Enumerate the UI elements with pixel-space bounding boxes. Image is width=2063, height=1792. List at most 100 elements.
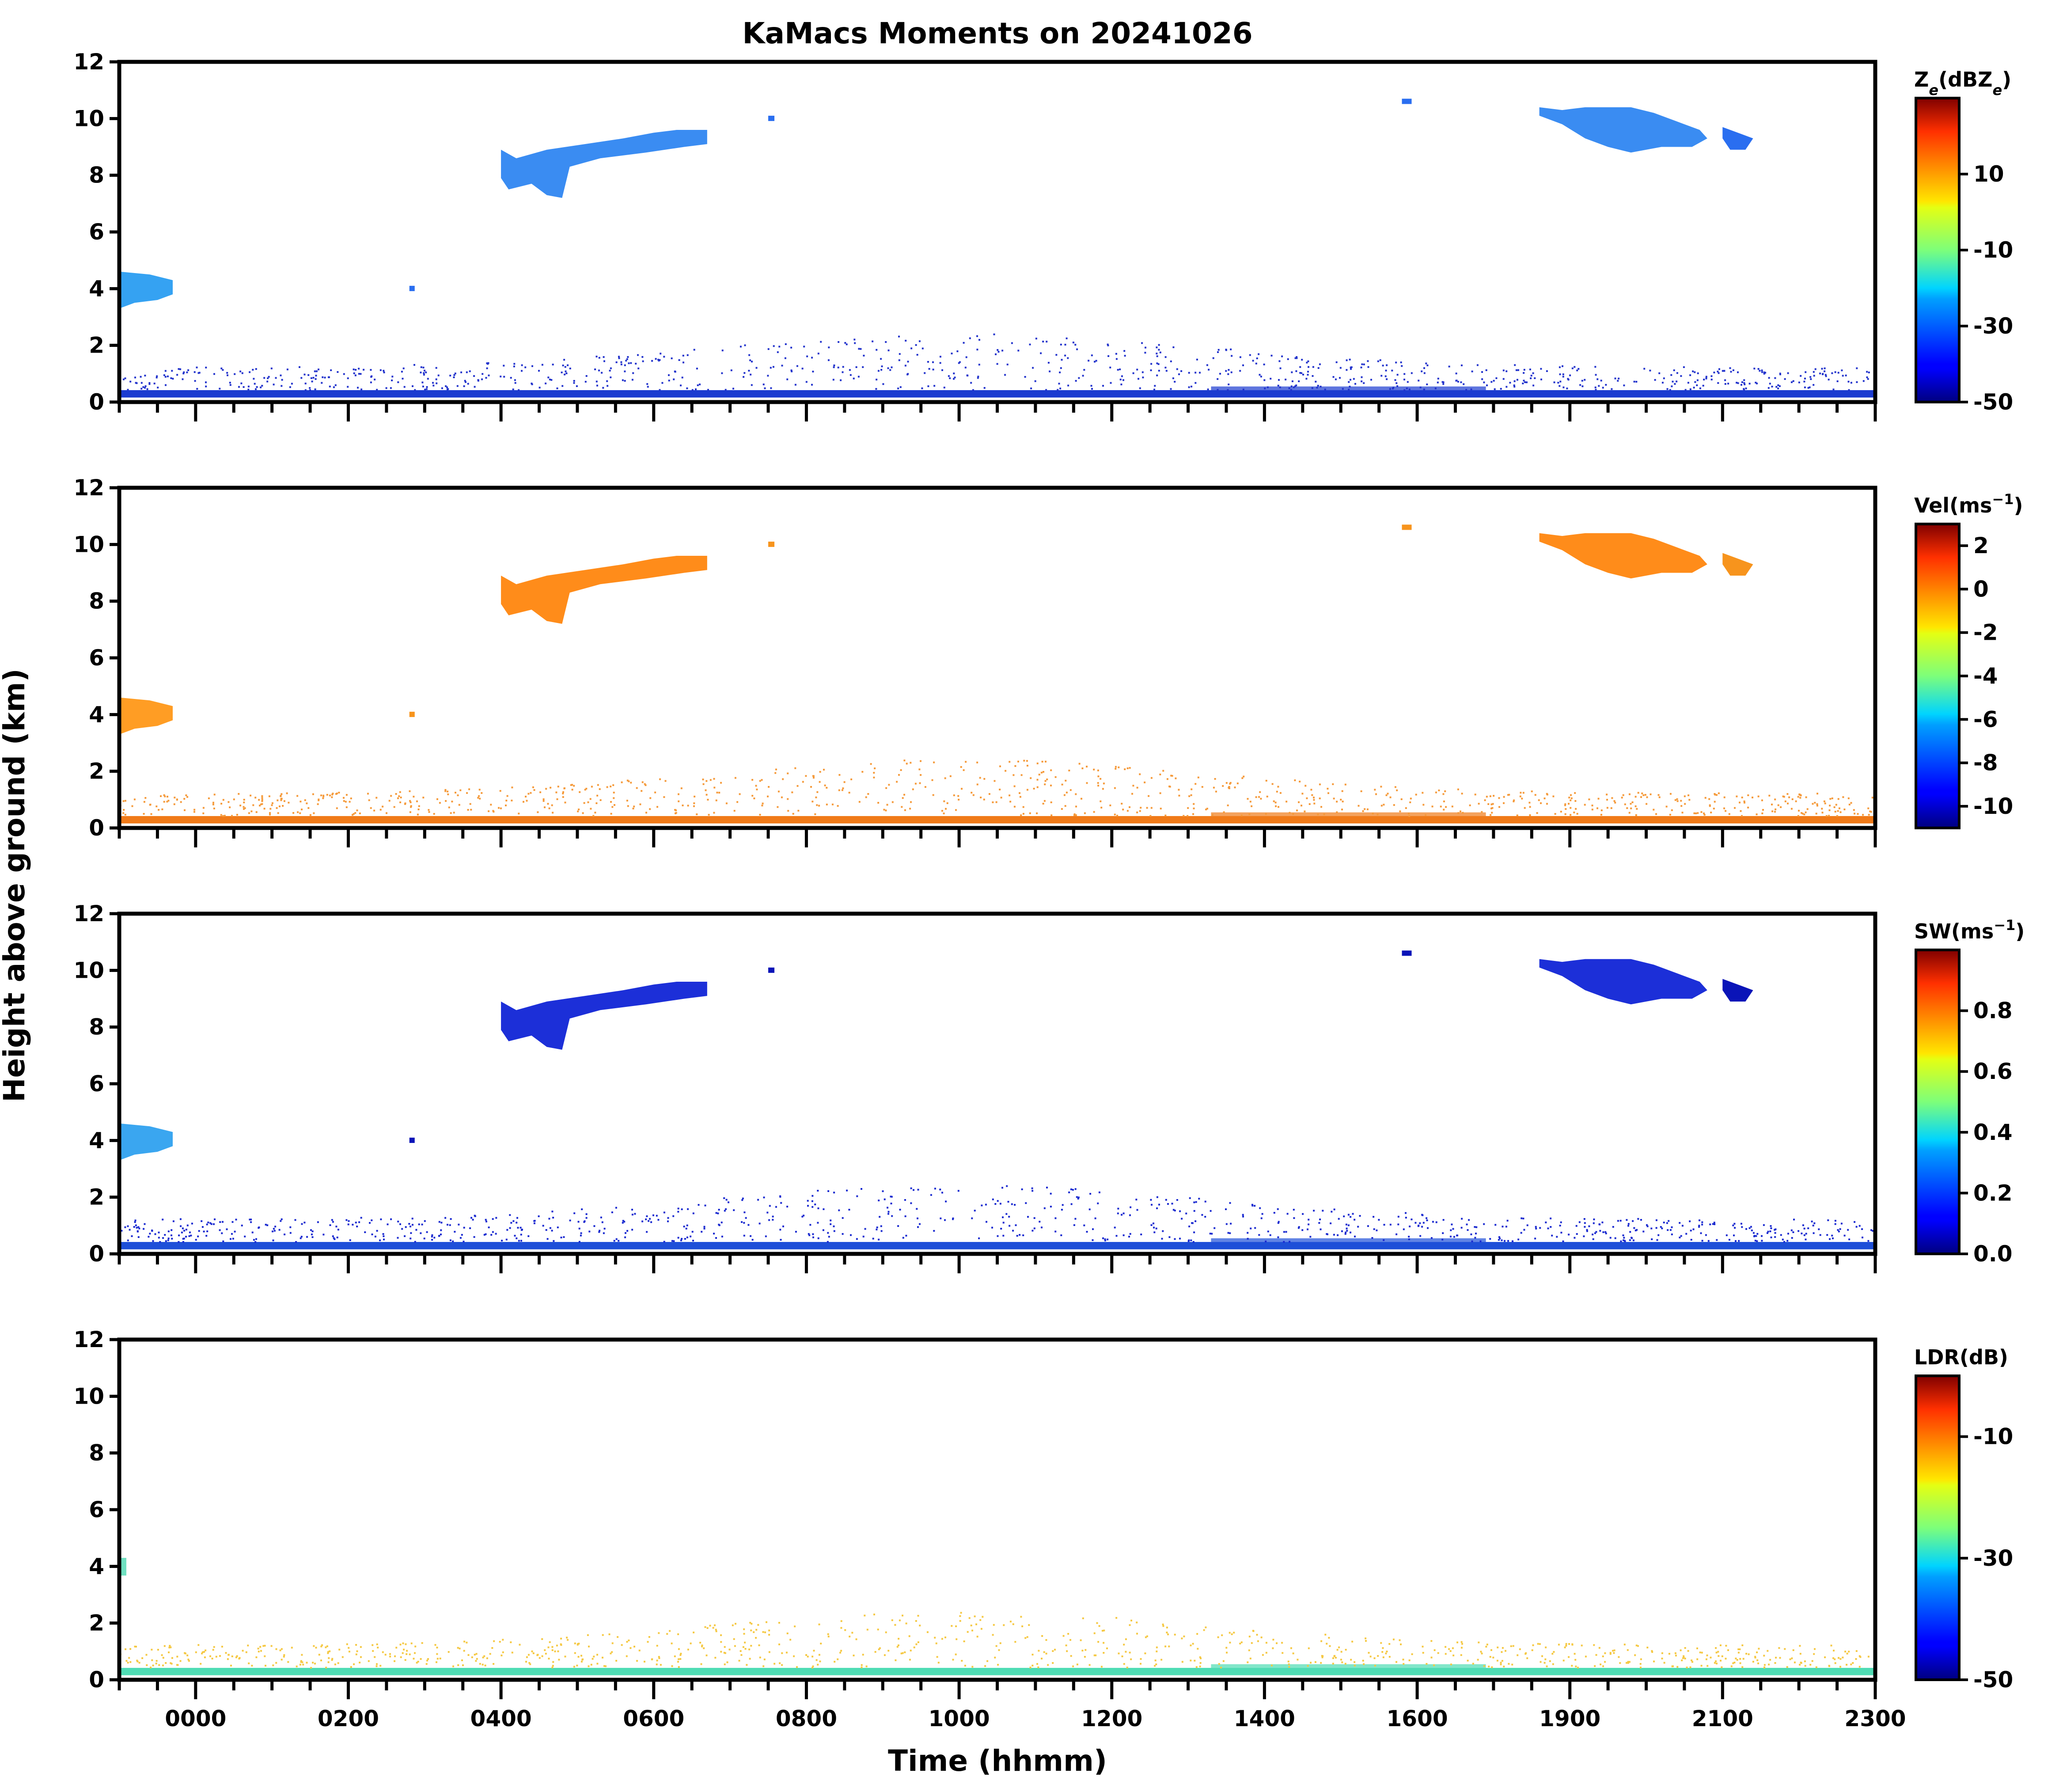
clutter-dot (1617, 1220, 1619, 1222)
clutter-dot (1584, 1226, 1586, 1228)
clutter-dot (1500, 1662, 1502, 1664)
clutter-dot (487, 363, 489, 365)
clutter-dot (1706, 1654, 1708, 1656)
clutter-dot (1005, 1213, 1008, 1215)
clutter-dot (282, 805, 284, 807)
clutter-dot (503, 364, 505, 367)
clutter-dot (414, 1241, 416, 1243)
clutter-dot (1529, 806, 1531, 808)
clutter-dot (1302, 373, 1304, 376)
clutter-dot (591, 786, 593, 788)
clutter-dot (1313, 1210, 1315, 1212)
clutter-dot (904, 809, 906, 811)
clutter-dot (1605, 384, 1607, 386)
clutter-dot (1623, 1644, 1626, 1646)
clutter-dot (1592, 1234, 1594, 1236)
clutter-dot (243, 386, 245, 388)
clutter-dot (1534, 377, 1536, 379)
clutter-dot (903, 759, 906, 762)
clutter-dot (545, 1652, 547, 1655)
clutter-dot (960, 1612, 962, 1614)
clutter-dot (1308, 1223, 1310, 1226)
clutter-dot (999, 789, 1001, 790)
clutter-dot (196, 388, 198, 390)
clutter-dot (904, 1651, 906, 1653)
clutter-dot (1595, 1231, 1597, 1233)
clutter-dot (453, 374, 455, 376)
clutter-dot (1828, 809, 1831, 811)
clutter-dot (477, 379, 479, 381)
clutter-dot (1680, 1235, 1682, 1237)
clutter-dot (474, 1215, 476, 1217)
clutter-dot (1217, 389, 1219, 391)
clutter-dot (263, 808, 265, 810)
clutter-dot (917, 1615, 919, 1617)
clutter-dot (1500, 388, 1502, 390)
clutter-dot (176, 1655, 178, 1658)
clutter-dot (1774, 798, 1776, 801)
clutter-dot (1651, 1650, 1653, 1652)
clutter-dot (1774, 377, 1776, 379)
clutter-dot (792, 812, 794, 815)
clutter-dot (805, 381, 808, 383)
panels: 02468101210-10-30-50Ze(dBZe)02468101220-… (73, 49, 2025, 1731)
clutter-dot (1248, 813, 1251, 815)
clutter-dot (261, 795, 263, 797)
clutter-dot (1699, 1652, 1701, 1654)
clutter-dot (1345, 1649, 1347, 1651)
clutter-dot (1700, 1665, 1703, 1667)
clutter-dot (453, 812, 455, 814)
colorbar-tick-label: 10 (1973, 161, 2004, 187)
clutter-dot (768, 786, 770, 788)
clutter-dot (1595, 389, 1597, 391)
clutter-dot (1349, 358, 1351, 361)
clutter-dot (858, 801, 861, 803)
clutter-dot (1683, 1655, 1685, 1657)
clutter-dot (331, 1659, 333, 1661)
clutter-dot (1490, 381, 1493, 383)
clutter-dot (887, 1650, 890, 1652)
clutter-dot (879, 1216, 881, 1218)
clutter-dot (511, 799, 513, 801)
clutter-dot (744, 344, 746, 346)
clutter-dot (1059, 371, 1061, 373)
clutter-dot (1115, 1617, 1118, 1619)
clutter-dot (1158, 370, 1160, 372)
clutter-dot (265, 1665, 266, 1667)
clutter-dot (751, 1239, 754, 1241)
clutter-dot (387, 1223, 389, 1226)
clutter-dot (663, 356, 665, 358)
clutter-dot (1354, 1664, 1356, 1667)
clutter-dot (1240, 814, 1243, 816)
clutter-dot (565, 370, 567, 372)
clutter-dot (347, 1223, 349, 1226)
clutter-dot (584, 381, 587, 383)
clutter-dot (335, 793, 337, 795)
clutter-dot (996, 363, 998, 365)
clutter-dot (812, 1665, 814, 1667)
clutter-dot (380, 1218, 382, 1220)
clutter-dot (379, 1239, 381, 1241)
y-tick-label: 12 (73, 1327, 104, 1352)
clutter-dot (259, 1646, 262, 1648)
clutter-dot (555, 791, 557, 793)
clutter-dot (1267, 386, 1269, 388)
clutter-dot (179, 1218, 182, 1220)
clutter-dot (261, 797, 263, 799)
clutter-dot (685, 1227, 687, 1230)
clutter-dot (174, 797, 176, 799)
clutter-dot (360, 1656, 362, 1658)
clutter-dot (1086, 766, 1088, 768)
clutter-dot (658, 1656, 660, 1658)
clutter-dot (919, 1223, 921, 1225)
clutter-dot (1505, 1650, 1506, 1652)
clutter-dot (779, 1662, 781, 1664)
clutter-dot (905, 1622, 907, 1625)
clutter-dot (1250, 1227, 1252, 1230)
clutter-dot (1314, 1661, 1316, 1663)
clutter-dot (1846, 1663, 1848, 1666)
clutter-dot (291, 383, 293, 385)
clutter-dot (1586, 1229, 1588, 1231)
clutter-dot (1212, 357, 1214, 359)
